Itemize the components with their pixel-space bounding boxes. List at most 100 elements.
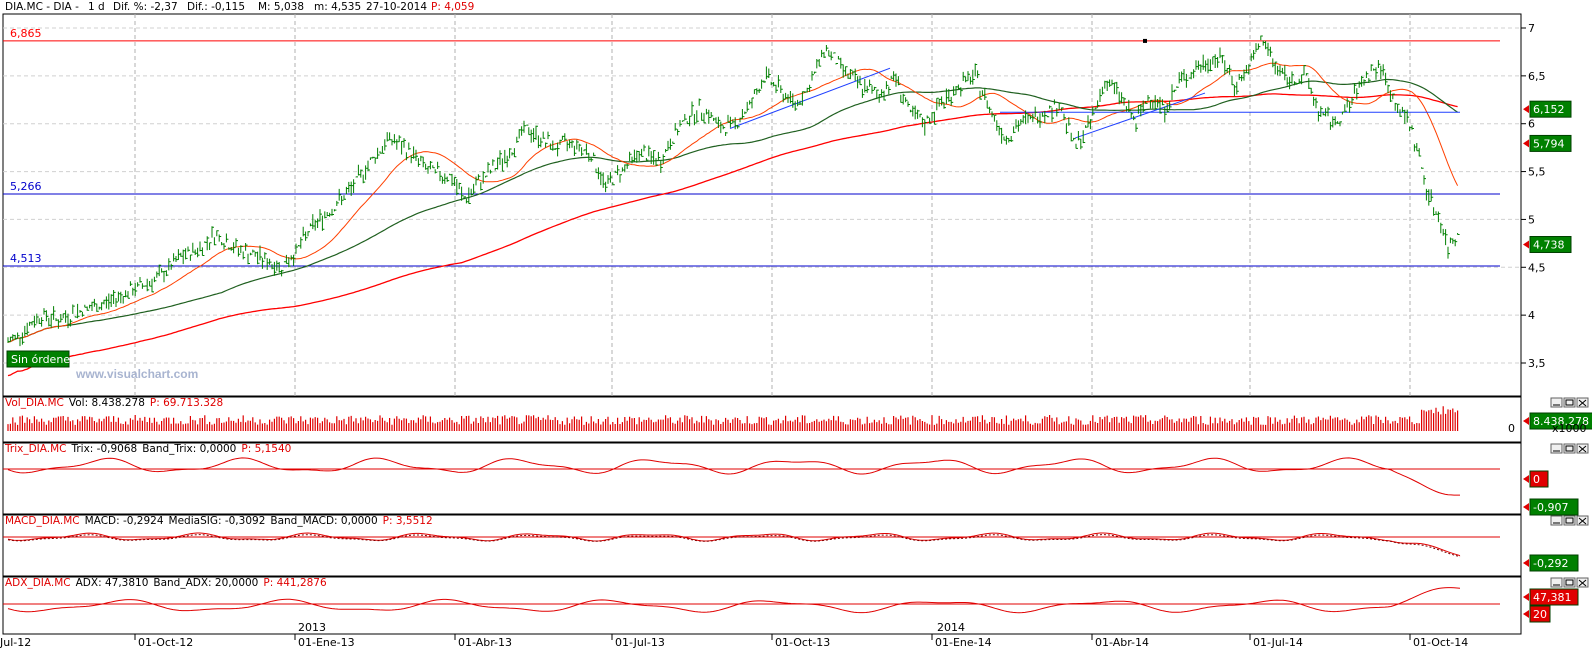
y-tick-label: 5,5: [1528, 166, 1546, 179]
y-tick-label: 6,5: [1528, 70, 1546, 83]
trend-line[interactable]: [1074, 92, 1206, 139]
y-tick-label: 4: [1528, 309, 1535, 322]
value-pointer: [1523, 417, 1529, 425]
minimize-button[interactable]: [1550, 397, 1563, 408]
macd-line: [7, 532, 1461, 557]
value-box-label: 5,794: [1533, 137, 1565, 150]
value-box: [1529, 236, 1572, 254]
restore-icon: [1565, 579, 1574, 586]
value-pointer: [1523, 610, 1529, 618]
value-box: [1529, 605, 1551, 623]
level-handle[interactable]: [1143, 38, 1147, 43]
adx-line: [7, 587, 1461, 614]
value-pointer: [1523, 559, 1529, 567]
close-icon: [1578, 445, 1587, 453]
x-tick-label: Jul-12: [0, 636, 31, 649]
x-tick-label: 01-Oct-12: [138, 636, 193, 649]
orders-badge-label: Sin órdenes: [11, 353, 76, 366]
header-dif: Dif.: -0,115: [187, 1, 245, 13]
y-tick-label: 5: [1528, 213, 1535, 226]
orders-badge[interactable]: [6, 350, 70, 368]
year-label: 2013: [298, 621, 326, 634]
level-label-4513: 4,513: [10, 252, 42, 265]
close-icon: [1578, 579, 1587, 587]
value-pointer: [1523, 593, 1529, 601]
vol-p: P: 69.713.328: [150, 397, 223, 409]
value-pointer: [1523, 475, 1529, 483]
vol-zero: 0: [1508, 422, 1515, 435]
adx-label: ADX_DIA.MC: [5, 577, 71, 589]
macd-signal: MediaSIG: -0,3092: [169, 515, 266, 527]
trix-panel: [2, 442, 1522, 515]
volume-series: [7, 406, 1459, 431]
value-box-label: -0,292: [1533, 557, 1568, 570]
value-box-label: 8.438.278: [1533, 415, 1589, 428]
restore-button[interactable]: [1563, 443, 1576, 454]
minimize-button[interactable]: [1550, 577, 1563, 588]
volume-bars: [7, 406, 1459, 431]
value-box-label: 0: [1533, 473, 1540, 486]
value-box-label: 20: [1533, 608, 1547, 621]
x-tick-label: 01-Abr-14: [1095, 636, 1149, 649]
value-box-label: -0,907: [1533, 501, 1568, 514]
restore-button[interactable]: [1563, 577, 1576, 588]
x-tick-label: 01-Oct-14: [1413, 636, 1468, 649]
value-box: [1529, 498, 1579, 516]
restore-button[interactable]: [1563, 397, 1576, 408]
y-tick-label: 6: [1528, 118, 1535, 131]
header-date: 27-10-2014: [366, 1, 427, 13]
vol-label: Vol_DIA.MC: [5, 397, 64, 409]
value-box: [1529, 412, 1592, 430]
x-tick-label: 01-Ene-13: [298, 636, 355, 649]
horizontal-levels[interactable]: [3, 38, 1500, 267]
adx-value: ADX: 47,3810: [76, 577, 149, 589]
value-box: [1529, 134, 1572, 152]
header-min: m: 4,535: [314, 1, 361, 13]
header-price: P: 4,059: [431, 1, 474, 13]
header-period: 1 d: [88, 1, 105, 13]
x-axis-labels: Jul-12 01-Oct-12 01-Ene-13 01-Abr-13 01-Jul-…: [0, 621, 1468, 649]
trix-line: [7, 457, 1460, 496]
x-tick-label: 01-Jul-14: [1253, 636, 1303, 649]
value-boxes: 6,152 5,794 4,738 8.438.278 0 -0,907 -0,292 47,…: [1523, 100, 1592, 623]
price-series: [7, 35, 1460, 347]
adx-band: Band_ADX: 20,0000: [153, 577, 258, 589]
restore-icon: [1565, 517, 1574, 524]
value-pointer: [1523, 503, 1529, 511]
price-panel: [2, 13, 1522, 397]
panel-controls[interactable]: [1550, 397, 1589, 588]
value-box-label: 47,381: [1533, 591, 1572, 604]
restore-button[interactable]: [1563, 515, 1576, 526]
restore-icon: [1565, 399, 1574, 406]
macd-panel: [2, 514, 1522, 577]
restore-icon: [1565, 445, 1574, 452]
macd-p: P: 3,5512: [383, 515, 433, 527]
close-icon: [1578, 399, 1587, 407]
minimize-button[interactable]: [1550, 515, 1563, 526]
macd-label: MACD_DIA.MC: [5, 515, 80, 527]
value-box: [1529, 588, 1579, 606]
y-tick-label: 3,5: [1528, 357, 1546, 370]
header-symbol: DIA.MC - DIA -: [5, 1, 79, 13]
level-label-5266: 5,266: [10, 180, 42, 193]
trend-line[interactable]: [729, 67, 891, 129]
value-pointer: [1523, 105, 1529, 114]
value-box: [1529, 100, 1572, 118]
trix-band: Band_Trix: 0,0000: [142, 443, 236, 455]
macd-band: Band_MACD: 0,0000: [270, 515, 377, 527]
trix-value: Trix: -0,9068: [70, 443, 137, 455]
ma-long-line: [7, 93, 1458, 377]
level-label-6865: 6,865: [10, 27, 42, 40]
close-icon: [1578, 517, 1587, 525]
trend-lines[interactable]: [729, 67, 1460, 139]
minimize-button[interactable]: [1550, 443, 1563, 454]
year-label: 2014: [937, 621, 965, 634]
x-tick-label: 01-Ene-14: [935, 636, 992, 649]
x-tick-label: 01-Jul-13: [615, 636, 665, 649]
y-axis-ticks: 7 6,5 6 5,5 5 4,5 4 3,5: [1521, 22, 1546, 370]
price-bars: [7, 35, 1460, 347]
value-box-label: 4,738: [1533, 239, 1565, 252]
